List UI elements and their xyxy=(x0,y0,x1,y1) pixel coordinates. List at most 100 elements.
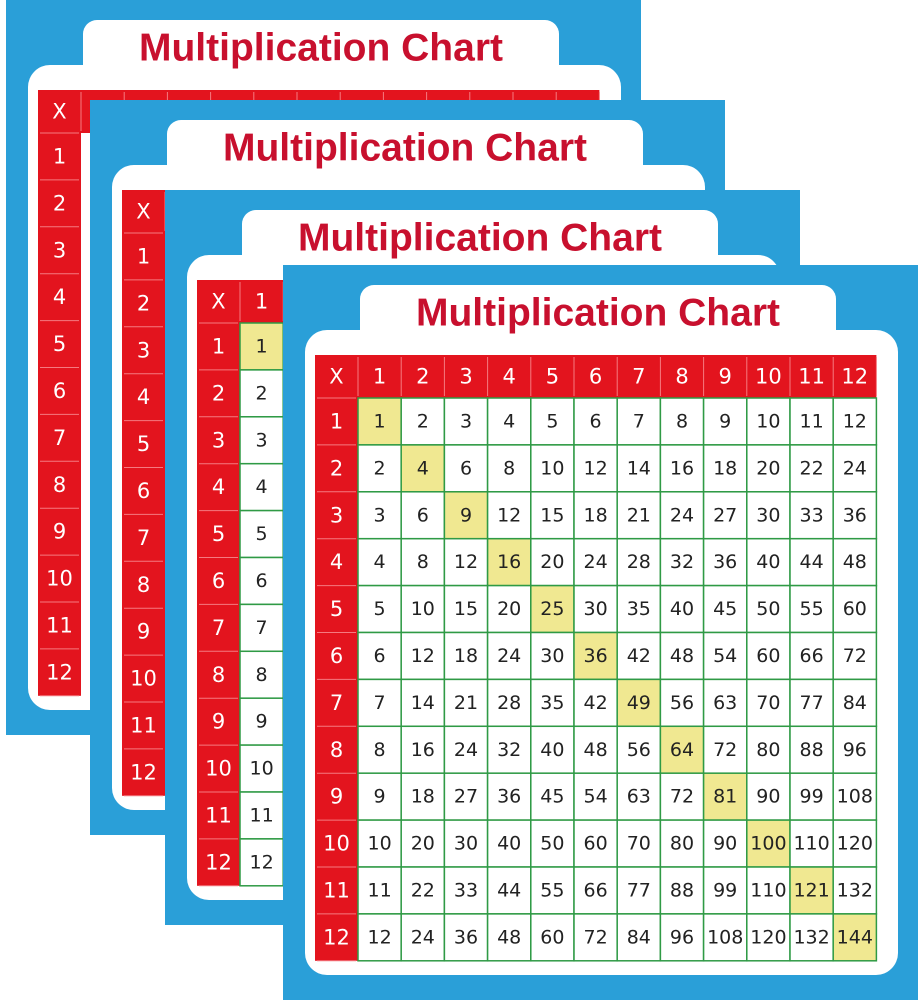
row-header: 2 xyxy=(137,291,150,315)
product-value: 60 xyxy=(843,598,867,620)
product-value: 27 xyxy=(454,786,478,808)
header-col xyxy=(197,280,240,886)
product-cell xyxy=(400,819,446,868)
product-cell xyxy=(616,866,662,915)
product-value: 72 xyxy=(584,926,608,948)
row-header: 12 xyxy=(205,850,232,874)
product-value: 80 xyxy=(670,833,694,855)
column-header: 6 xyxy=(589,365,602,389)
product-value: 108 xyxy=(707,926,743,948)
product-cell xyxy=(702,725,748,774)
product-cell xyxy=(832,631,878,681)
product-value: 24 xyxy=(497,645,521,667)
corner-label: X xyxy=(136,200,150,224)
product-cell xyxy=(832,584,878,634)
product-value: 144 xyxy=(837,926,873,948)
row-header: 9 xyxy=(137,620,150,644)
product-value: 8 xyxy=(256,664,268,686)
product-value: 30 xyxy=(756,504,780,526)
product-value: 5 xyxy=(256,523,268,545)
card-title: Multiplication Chart xyxy=(223,127,587,170)
product-value: 6 xyxy=(590,410,602,432)
product-cell xyxy=(443,725,489,774)
product-value: 12 xyxy=(584,457,608,479)
product-value: 110 xyxy=(750,879,786,901)
product-cell xyxy=(530,819,575,868)
product-cell xyxy=(443,772,489,821)
product-cell xyxy=(573,537,618,587)
product-cell xyxy=(746,678,791,728)
row-header: 11 xyxy=(46,613,73,637)
product-value: 10 xyxy=(411,598,435,620)
product-cell xyxy=(616,772,662,821)
product-value: 90 xyxy=(713,833,737,855)
row-header: 11 xyxy=(130,713,157,737)
product-value: 6 xyxy=(374,645,386,667)
row-header: 6 xyxy=(330,644,343,668)
product-cell xyxy=(702,913,748,962)
column-header: 3 xyxy=(459,365,472,389)
product-cell xyxy=(746,444,791,493)
row-header: 6 xyxy=(137,479,150,503)
product-cell xyxy=(573,866,618,915)
product-value: 54 xyxy=(584,786,608,808)
row-header: 8 xyxy=(53,473,66,497)
row-header: 10 xyxy=(323,832,350,856)
product-cell xyxy=(530,866,575,915)
product-cell xyxy=(659,913,705,962)
product-cell xyxy=(443,819,489,868)
product-value: 88 xyxy=(800,739,824,761)
product-value: 11 xyxy=(368,879,392,901)
product-value: 9 xyxy=(460,504,472,526)
product-value: 2 xyxy=(256,382,268,404)
row-header: 2 xyxy=(53,191,66,215)
square-cell xyxy=(357,397,402,446)
product-cell xyxy=(239,416,284,465)
product-value: 9 xyxy=(719,410,731,432)
product-value: 6 xyxy=(460,457,472,479)
column-header: 1 xyxy=(373,365,386,389)
product-cell xyxy=(443,584,489,634)
product-value: 6 xyxy=(417,504,429,526)
product-value: 18 xyxy=(713,457,737,479)
row-header: 10 xyxy=(46,567,73,591)
product-cell xyxy=(746,866,791,915)
title-tab xyxy=(167,120,643,180)
product-value: 12 xyxy=(454,551,478,573)
row-header: 10 xyxy=(205,757,232,781)
product-value: 45 xyxy=(540,786,564,808)
row-header: 3 xyxy=(137,338,150,362)
product-value: 36 xyxy=(497,786,521,808)
product-value: 21 xyxy=(627,504,651,526)
product-value: 81 xyxy=(713,786,737,808)
product-value: 36 xyxy=(454,926,478,948)
product-value: 70 xyxy=(627,833,651,855)
row-header: 5 xyxy=(137,432,150,456)
product-cell xyxy=(832,772,878,821)
product-value: 10 xyxy=(368,833,392,855)
product-value: 108 xyxy=(837,786,873,808)
row-header: 1 xyxy=(212,334,225,358)
product-cell xyxy=(486,397,532,446)
square-cell xyxy=(530,584,575,634)
column-header: 2 xyxy=(416,365,429,389)
row-header: 2 xyxy=(330,456,343,480)
product-value: 99 xyxy=(800,786,824,808)
product-value: 100 xyxy=(750,833,786,855)
product-value: 72 xyxy=(843,645,867,667)
row-header: 1 xyxy=(137,244,150,268)
product-value: 14 xyxy=(411,692,435,714)
product-value: 11 xyxy=(800,410,824,432)
product-cell xyxy=(357,913,402,962)
product-cell xyxy=(789,772,834,821)
product-cell xyxy=(746,772,791,821)
product-value: 22 xyxy=(800,457,824,479)
product-value: 25 xyxy=(540,598,564,620)
product-cell xyxy=(702,397,748,446)
header-row xyxy=(315,355,877,398)
product-value: 48 xyxy=(843,551,867,573)
product-cell xyxy=(400,584,446,634)
product-value: 88 xyxy=(670,879,694,901)
product-value: 6 xyxy=(256,570,268,592)
